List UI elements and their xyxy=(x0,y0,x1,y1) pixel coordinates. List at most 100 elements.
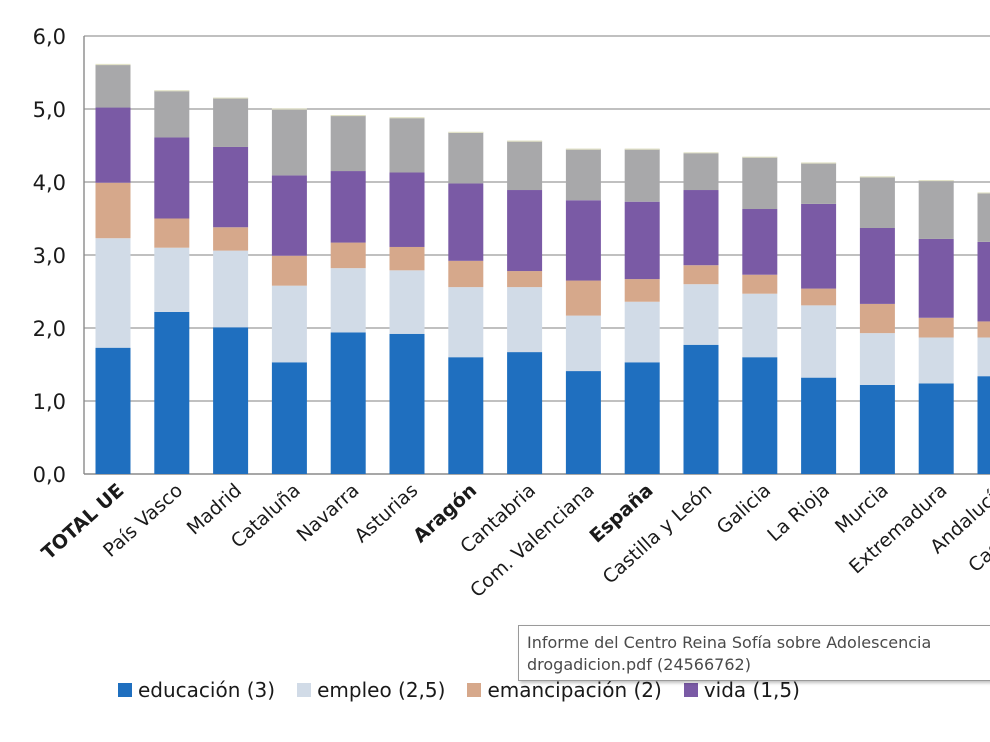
file-tooltip: Informe del Centro Reina Sofía sobre Ado… xyxy=(518,625,990,681)
y-axis-ticks: 0,0 1,0 2,0 3,0 4,0 5,0 6,0 xyxy=(33,25,66,487)
y-tick-label: 5,0 xyxy=(33,98,66,122)
legend-swatch-emancipacion xyxy=(467,683,482,697)
bar-segment-5 xyxy=(565,149,601,201)
bar-segment-4 xyxy=(683,190,719,266)
bar-segment-1 xyxy=(95,347,131,474)
bar-segment-4 xyxy=(742,209,778,275)
bar-segment-2 xyxy=(507,287,543,353)
x-category-label: Navarra xyxy=(293,479,364,546)
bar-segment-5 xyxy=(330,115,366,172)
bar-segment-4 xyxy=(624,201,660,280)
legend-item-emancipacion: emancipación (2) xyxy=(467,678,662,702)
bar-segment-2 xyxy=(213,250,249,328)
legend-swatch-educacion xyxy=(118,683,132,697)
tooltip-line-2: drogadicion.pdf (24566762) xyxy=(527,655,751,674)
bar-segment-5 xyxy=(389,117,425,173)
legend-swatch-empleo xyxy=(297,683,312,697)
bar-segment-3 xyxy=(95,182,131,239)
bar-segment-4 xyxy=(389,172,425,247)
bar-segment-1 xyxy=(683,344,719,474)
bar-segment-5 xyxy=(95,64,131,108)
bar-segment-5 xyxy=(801,163,837,204)
tooltip-line-1: Informe del Centro Reina Sofía sobre Ado… xyxy=(527,633,932,652)
y-tick-label: 2,0 xyxy=(33,317,66,341)
bar-segment-3 xyxy=(154,218,190,248)
bar-segment-5 xyxy=(683,152,719,191)
bars xyxy=(95,63,990,474)
bar-segment-5 xyxy=(918,180,954,239)
legend-item-vida: vida (1,5) xyxy=(683,678,800,702)
bar-segment-3 xyxy=(859,303,895,334)
x-category-label: La Rioja xyxy=(763,479,834,546)
bar-segment-5 xyxy=(507,141,543,191)
legend-item-educacion: educación (3) xyxy=(118,678,275,702)
y-tick-label: 0,0 xyxy=(33,463,66,487)
bar-segment-4 xyxy=(507,190,543,272)
bar-segment-1 xyxy=(565,371,601,474)
bar-segment-1 xyxy=(859,384,895,474)
bar-segment-2 xyxy=(624,301,660,363)
bar-segment-3 xyxy=(918,317,954,338)
bar-segment-2 xyxy=(683,284,719,345)
bar-segment-2 xyxy=(154,247,190,312)
bar-segment-2 xyxy=(389,270,425,334)
y-tick-label: 6,0 xyxy=(33,25,66,49)
bar-segment-4 xyxy=(801,203,837,289)
bar-segment-1 xyxy=(213,327,249,474)
bar-segment-5 xyxy=(448,132,484,184)
bar-segment-3 xyxy=(330,242,366,269)
bar-segment-2 xyxy=(742,293,778,358)
bar-segment-3 xyxy=(801,288,837,306)
bar-segment-1 xyxy=(389,333,425,474)
bar-segment-2 xyxy=(448,287,484,358)
bar-segment-3 xyxy=(213,227,249,251)
bar-segment-3 xyxy=(271,255,307,286)
y-tick-label: 4,0 xyxy=(33,171,66,195)
bar-segment-2 xyxy=(565,315,601,372)
legend: educación (3) empleo (2,5) emancipación … xyxy=(118,672,990,708)
bar-segment-5 xyxy=(271,109,307,176)
legend-label-emancipacion: emancipación (2) xyxy=(487,678,662,702)
bar-segment-3 xyxy=(977,321,990,338)
x-category-label: Asturias xyxy=(350,479,422,547)
bar-segment-4 xyxy=(95,107,131,183)
bar-segment-2 xyxy=(330,268,366,333)
legend-label-vida: vida (1,5) xyxy=(703,678,800,702)
bar-segment-4 xyxy=(859,227,895,304)
legend-label-educacion: educación (3) xyxy=(138,678,276,702)
bar-segment-4 xyxy=(918,238,954,318)
bar-segment-5 xyxy=(742,157,778,210)
bar-segment-1 xyxy=(330,332,366,474)
bar-segment-3 xyxy=(448,260,484,288)
bar-segment-1 xyxy=(448,357,484,474)
bar-segment-3 xyxy=(742,274,778,294)
bar-segment-1 xyxy=(271,362,307,474)
bar-segment-2 xyxy=(95,238,131,348)
bar-segment-4 xyxy=(154,137,190,219)
y-tick-label: 1,0 xyxy=(33,390,66,414)
bar-segment-1 xyxy=(154,311,190,474)
bar-segment-1 xyxy=(624,362,660,474)
bar-segment-2 xyxy=(918,337,954,384)
bar-segment-1 xyxy=(918,383,954,474)
y-tick-label: 3,0 xyxy=(33,244,66,268)
bar-segment-4 xyxy=(565,200,601,281)
legend-item-empleo: empleo (2,5) xyxy=(297,678,445,702)
bar-segment-2 xyxy=(801,305,837,378)
bar-segment-3 xyxy=(507,271,543,288)
bar-segment-4 xyxy=(977,241,990,322)
bar-segment-5 xyxy=(624,149,660,202)
bar-segment-5 xyxy=(977,192,990,242)
bar-segment-5 xyxy=(859,176,895,228)
bar-segment-4 xyxy=(213,146,249,228)
bar-segment-1 xyxy=(742,357,778,474)
legend-label-empleo: empleo (2,5) xyxy=(317,678,446,702)
bar-segment-4 xyxy=(448,183,484,261)
bar-segment-2 xyxy=(271,285,307,363)
bar-segment-1 xyxy=(507,352,543,474)
legend-swatch-vida xyxy=(683,683,698,697)
bar-segment-4 xyxy=(330,171,366,243)
bar-segment-1 xyxy=(977,376,990,474)
